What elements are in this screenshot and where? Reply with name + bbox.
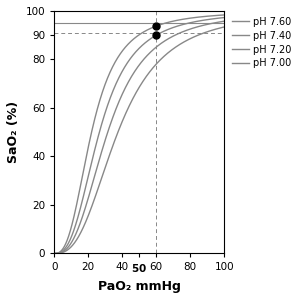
X-axis label: PaO₂ mmHg: PaO₂ mmHg: [98, 280, 181, 293]
Legend: pH 7.60, pH 7.40, pH 7.20, pH 7.00: pH 7.60, pH 7.40, pH 7.20, pH 7.00: [231, 16, 292, 69]
Y-axis label: SaO₂ (%): SaO₂ (%): [7, 101, 20, 163]
